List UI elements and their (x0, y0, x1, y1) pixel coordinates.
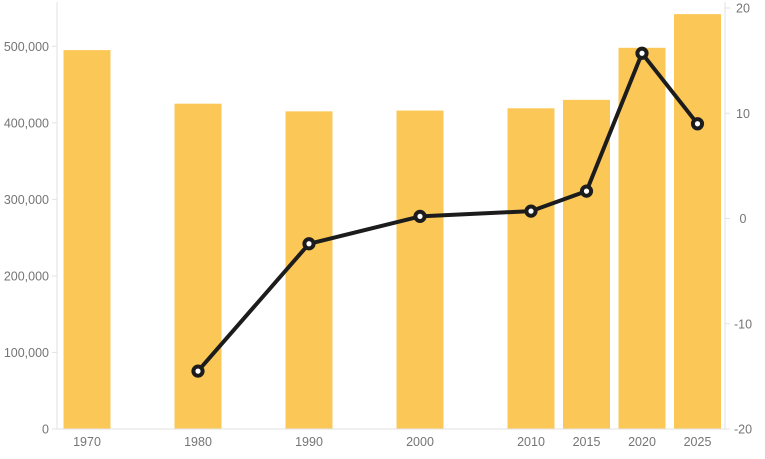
marker-2020 (635, 46, 649, 60)
bar-2000 (396, 110, 444, 429)
left-axis-tick-label: 100,000 (4, 346, 49, 360)
bar-1990 (285, 111, 333, 429)
right-axis-tick-label: 10 (736, 107, 750, 121)
left-axis-tick-label: 300,000 (4, 193, 49, 207)
left-axis-tick-label: 200,000 (4, 269, 49, 283)
bar-2025 (674, 14, 721, 430)
marker-2010 (524, 204, 538, 218)
x-axis-tick-label: 2020 (628, 435, 656, 449)
marker-1980 (191, 364, 205, 378)
bar-2020 (618, 47, 666, 429)
bar-1970 (63, 50, 111, 429)
marker-2015 (579, 184, 594, 198)
right-axis-tick-label: 0 (740, 212, 747, 226)
left-axis-tick-label: 500,000 (4, 40, 49, 54)
marker-2000 (413, 209, 427, 223)
right-axis-tick-label: -20 (734, 423, 752, 437)
right-axis-tick-label: -10 (734, 317, 752, 331)
bar-1980 (174, 103, 222, 429)
x-axis-tick-label: 1980 (184, 435, 212, 449)
marker-1990 (302, 237, 316, 251)
right-axis-tick-label: 20 (736, 2, 750, 16)
left-axis-tick-label: 0 (42, 423, 49, 437)
bar-2010 (507, 108, 555, 430)
left-axis-tick-label: 400,000 (4, 116, 49, 130)
marker-2025 (690, 117, 705, 131)
x-axis-tick-label: 2010 (517, 435, 545, 449)
x-axis-tick-label: 1990 (295, 435, 323, 449)
x-axis-tick-label: 1970 (73, 435, 101, 449)
x-axis-tick-label: 2025 (684, 435, 712, 449)
x-axis-tick-label: 2015 (573, 435, 601, 449)
x-axis-tick-label: 2000 (406, 435, 434, 449)
